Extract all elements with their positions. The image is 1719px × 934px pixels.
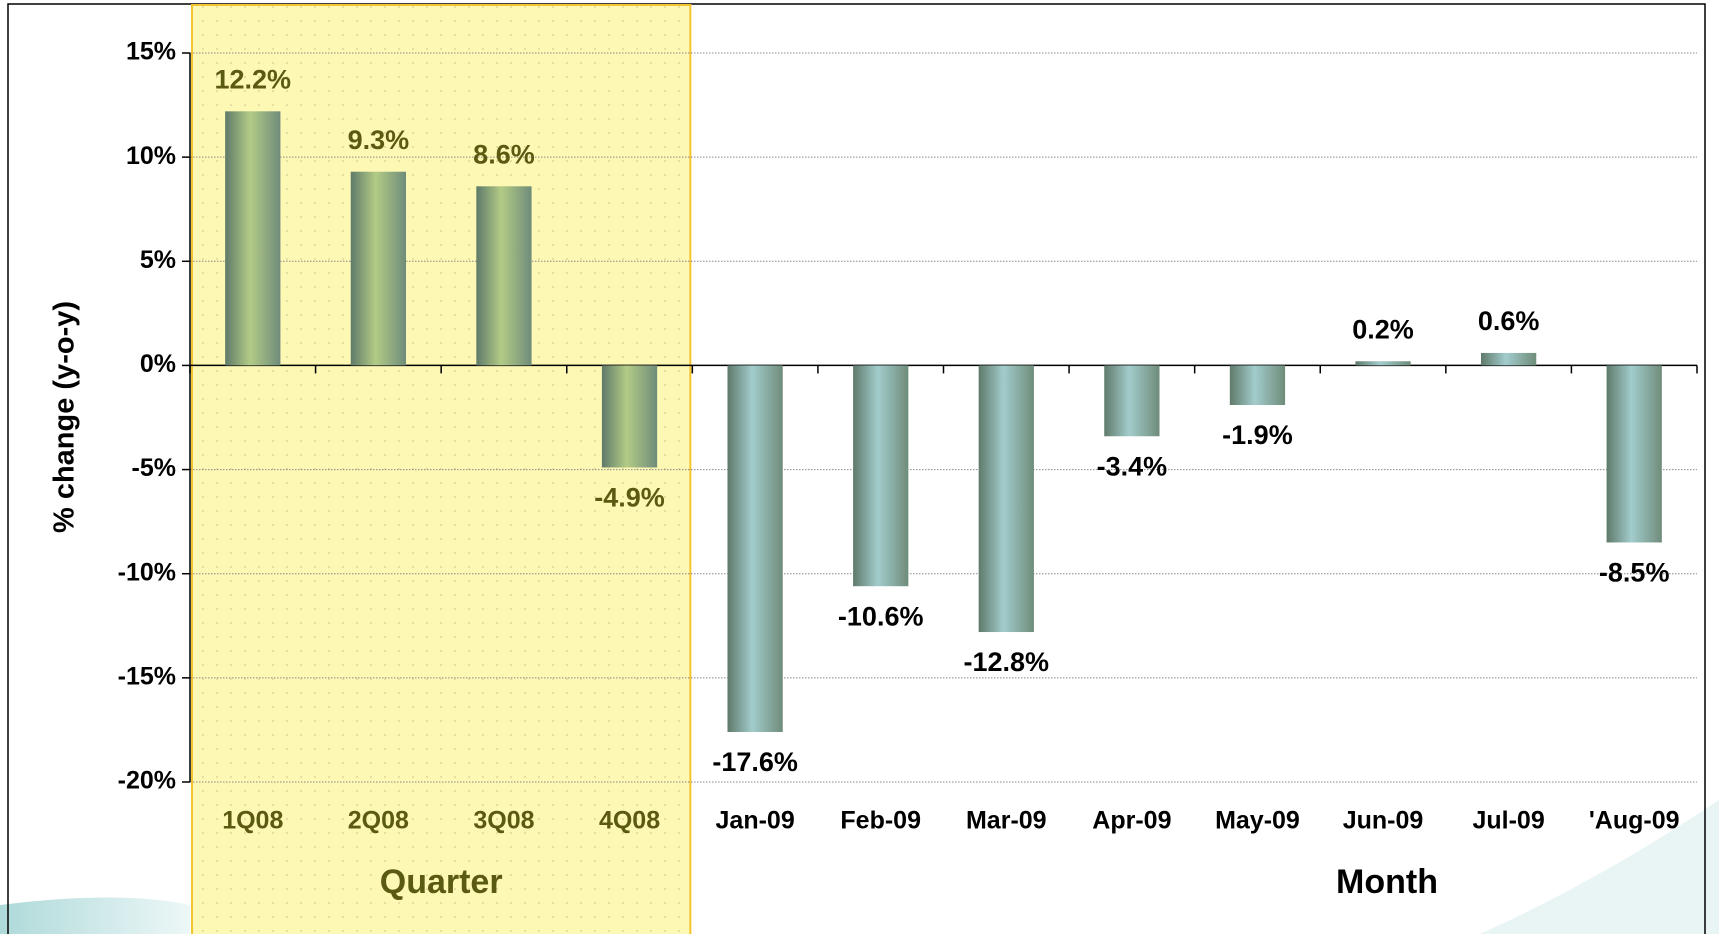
x-tick-label: Jan-09 bbox=[716, 807, 795, 835]
data-label: -17.6% bbox=[712, 747, 798, 777]
x-tick-label: Jun-09 bbox=[1343, 807, 1424, 835]
bar bbox=[1104, 365, 1160, 437]
bar bbox=[350, 171, 407, 366]
y-tick-label: -10% bbox=[118, 558, 176, 586]
decoration bbox=[1480, 800, 1719, 934]
data-label: -1.9% bbox=[1222, 420, 1293, 450]
x-tick-label: 3Q08 bbox=[473, 807, 534, 835]
y-tick-label: 15% bbox=[126, 38, 176, 66]
bar bbox=[853, 365, 909, 587]
x-tick-label: 'Aug-09 bbox=[1589, 807, 1680, 835]
bar bbox=[1355, 361, 1411, 366]
bar bbox=[1480, 352, 1537, 366]
bar bbox=[225, 111, 281, 366]
y-tick-label: 5% bbox=[140, 246, 176, 274]
bar bbox=[601, 365, 658, 468]
data-label: -12.8% bbox=[964, 647, 1050, 677]
x-tick-label: Feb-09 bbox=[840, 807, 921, 835]
x-tick-label: Mar-09 bbox=[966, 807, 1047, 835]
x-tick-label: 2Q08 bbox=[348, 807, 409, 835]
x-tick-label: 4Q08 bbox=[599, 807, 660, 835]
bar bbox=[1229, 365, 1286, 406]
y-tick-label: 0% bbox=[140, 350, 176, 378]
x-tick-label: Jul-09 bbox=[1472, 807, 1544, 835]
bar bbox=[476, 186, 532, 366]
x-tick-label: 1Q08 bbox=[222, 807, 283, 835]
data-label: 0.2% bbox=[1352, 314, 1414, 344]
group-label: Quarter bbox=[380, 863, 503, 901]
data-label: 8.6% bbox=[473, 139, 535, 169]
data-label: 9.3% bbox=[348, 125, 410, 155]
bar bbox=[727, 365, 783, 733]
x-tick-label: Apr-09 bbox=[1092, 807, 1171, 835]
y-tick-label: -20% bbox=[118, 767, 176, 795]
data-label: -4.9% bbox=[594, 483, 665, 513]
data-label: -3.4% bbox=[1097, 451, 1168, 481]
frame bbox=[7, 3, 1706, 934]
bar bbox=[1606, 365, 1662, 543]
y-tick-label: -5% bbox=[132, 454, 176, 482]
data-label: -8.5% bbox=[1599, 558, 1670, 588]
x-tick-label: May-09 bbox=[1215, 807, 1300, 835]
bar bbox=[978, 365, 1034, 633]
data-label: -10.6% bbox=[838, 601, 924, 631]
group-label: Month bbox=[1336, 863, 1438, 901]
data-label: 12.2% bbox=[215, 64, 292, 94]
y-tick-label: -15% bbox=[118, 662, 176, 690]
data-label: 0.6% bbox=[1478, 306, 1540, 336]
y-axis-label: % change (y-o-y) bbox=[49, 301, 81, 533]
decoration bbox=[0, 897, 190, 934]
y-tick-label: 10% bbox=[126, 142, 176, 170]
